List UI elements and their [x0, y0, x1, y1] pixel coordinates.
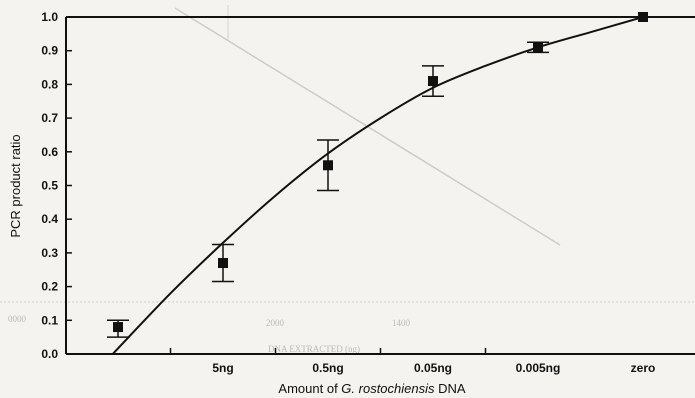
y-tick-label: 0.4	[41, 212, 58, 226]
data-point-marker	[638, 12, 648, 22]
x-axis-title: Amount of G. rostochiensis DNA	[278, 381, 465, 396]
data-point-marker	[218, 258, 228, 269]
bleed-text: 0000	[8, 314, 27, 324]
x-tick-group: 5ng 0.5ng 0.05ng 0.005ng zero	[169, 348, 656, 375]
y-tick-label: 0.9	[41, 44, 58, 58]
x-tick-label: zero	[631, 361, 656, 375]
data-point-marker	[428, 76, 438, 87]
y-tick-label: 0.3	[41, 246, 58, 260]
y-tick-group: 0.0 0.1 0.2 0.3 0.4 0.5 0.6 0.7 0.8 0.9 1.0	[41, 10, 72, 361]
bleed-text: DNA EXTRACTED (ng)	[268, 344, 360, 354]
data-point-marker	[533, 42, 543, 53]
x-tick-label: 0.005ng	[516, 361, 561, 375]
x-tick-label: 0.5ng	[312, 361, 343, 375]
data-point-group	[107, 12, 648, 338]
bleed-text: 2000	[266, 318, 285, 328]
fit-curve	[112, 16, 644, 355]
x-axis-title-species: G. rostochiensis	[341, 381, 435, 396]
x-axis-title-suffix: DNA	[435, 381, 466, 396]
bleed-through-layer: 0000 2000 1400 DNA EXTRACTED (ng)	[0, 5, 695, 354]
y-tick-label: 0.5	[41, 179, 58, 193]
y-axis-title: PCR product ratio	[8, 134, 23, 237]
y-tick-label: 0.2	[41, 280, 58, 294]
y-tick-label: 0.7	[41, 111, 58, 125]
x-axis-title-prefix: Amount of	[278, 381, 341, 396]
y-tick-label: 0.8	[41, 77, 58, 91]
x-tick-label: 0.05ng	[414, 361, 452, 375]
bleed-text: 1400	[392, 318, 411, 328]
x-tick-label: 5ng	[212, 361, 233, 375]
data-point-marker	[113, 322, 123, 333]
y-tick-label: 0.0	[41, 347, 58, 361]
y-tick-label: 0.1	[41, 313, 58, 327]
y-tick-label: 0.6	[41, 145, 58, 159]
data-point-marker	[323, 160, 333, 171]
y-tick-label: 1.0	[41, 10, 58, 24]
